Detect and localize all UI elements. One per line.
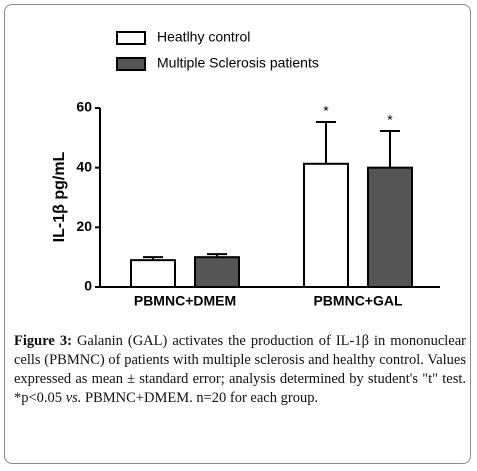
legend-swatch: [116, 31, 146, 45]
x-tick-label: PBMNC+GAL: [313, 293, 403, 309]
figure-frame: [4, 4, 471, 464]
bar: [367, 166, 413, 289]
caption-text: Galanin (GAL) activates the production o…: [14, 333, 466, 406]
y-tick-label: 20: [76, 218, 92, 234]
y-tick-label: 60: [76, 99, 92, 115]
y-tick-label: 0: [84, 278, 92, 294]
caption-emphasis: vs.: [65, 390, 82, 406]
caption-label: Figure 3:: [14, 333, 72, 349]
significance-marker: *: [323, 103, 329, 119]
significance-marker: *: [387, 112, 393, 128]
y-axis-label: IL-1β pg/mL: [51, 151, 68, 242]
bar: [130, 259, 176, 288]
y-tick-label: 40: [76, 158, 92, 174]
x-tick-label: PBMNC+DMEM: [134, 293, 236, 309]
legend-swatch: [116, 57, 146, 71]
legend-label: Heatlhy control: [157, 29, 250, 45]
figure-caption: Figure 3: Galanin (GAL) activates the pr…: [14, 332, 466, 408]
caption-text: PBMNC+DMEM. n=20 for each group.: [85, 390, 319, 406]
bar: [303, 162, 349, 288]
chart: IL-1β pg/mL 0 20 40 60 Heatlhy control Multip…: [51, 29, 440, 309]
bar: [194, 256, 240, 288]
legend-label: Multiple Sclerosis patients: [157, 55, 319, 71]
